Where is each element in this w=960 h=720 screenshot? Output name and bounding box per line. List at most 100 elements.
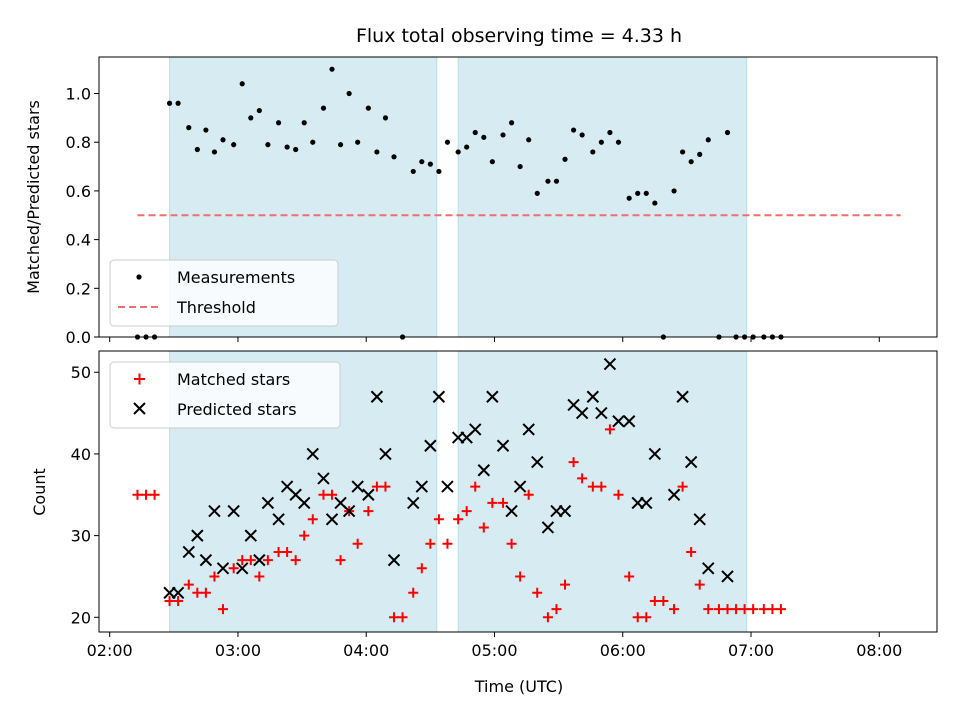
x-axis-label: Time (UTC) <box>474 677 563 696</box>
predicted-star-point <box>595 406 608 420</box>
measurement-point <box>220 137 226 143</box>
matched-star-point <box>254 571 265 582</box>
x-tick-label: 07:00 <box>728 641 774 660</box>
predicted-star-point <box>531 455 544 469</box>
predicted-star-point <box>171 586 185 599</box>
measurement-point <box>688 159 694 165</box>
measurement-point <box>626 195 632 201</box>
predicted-star-point <box>191 529 204 542</box>
matched-star-point <box>478 522 489 533</box>
predicted-star-point <box>236 562 249 575</box>
measurement-point <box>374 149 380 155</box>
predicted-star-point <box>216 562 230 575</box>
predicted-star-point <box>676 390 689 403</box>
matched-star-point <box>273 546 284 557</box>
x-tick-label: 02:00 <box>87 641 133 660</box>
measurement-point <box>579 132 585 138</box>
chart-title: Flux total observing time = 4.33 h <box>356 25 682 47</box>
predicted-star-point <box>342 504 356 518</box>
predicted-star-point <box>693 513 706 526</box>
measurement-point <box>562 156 568 162</box>
measurement-point <box>545 178 551 184</box>
top-plot-frame <box>98 56 938 338</box>
measurement-point <box>337 142 344 148</box>
measurement-point <box>301 120 307 126</box>
matched-star-point <box>587 481 598 492</box>
matched-star-point <box>307 514 318 525</box>
measurement-point <box>489 159 495 165</box>
measurement-point <box>329 66 335 72</box>
predicted-star-point <box>379 447 392 461</box>
matched-star-point <box>542 612 553 623</box>
measurement-point <box>410 168 416 175</box>
matched-star-point <box>327 489 338 500</box>
top-legend: Measurements Threshold <box>109 259 339 327</box>
predicted-star-point <box>558 504 572 518</box>
matched-star-point <box>532 587 543 598</box>
predicted-star-point <box>325 513 339 526</box>
matched-star-point <box>245 555 256 566</box>
measurement-point <box>534 190 540 196</box>
matched-star-point <box>658 595 669 606</box>
matched-star-point <box>299 530 310 541</box>
matched-star-point <box>713 604 724 615</box>
y-tick-label: 0.4 <box>66 231 91 250</box>
predicted-star-point <box>721 570 734 583</box>
measurement-point <box>500 132 506 138</box>
matched-star-point <box>758 604 769 615</box>
y-tick-label: 0.0 <box>66 328 91 347</box>
matched-star-point <box>416 563 427 574</box>
bottom-plot-frame <box>98 350 938 633</box>
matched-star-point <box>775 604 786 615</box>
bottom-y-axis-label: Count <box>30 468 49 516</box>
matched-star-point <box>515 571 526 582</box>
measurement-point <box>598 139 604 145</box>
predicted-star-point <box>586 390 600 403</box>
bottom-legend-box <box>109 361 341 429</box>
measurement-point <box>293 146 299 153</box>
measurement-point <box>652 200 658 206</box>
shaded-interval-1 <box>457 350 748 633</box>
matched-star-point <box>731 604 742 615</box>
x-tick-label: 03:00 <box>215 641 261 660</box>
matched-star-point <box>722 604 733 615</box>
bottom-x-ticks: 02:00 03:00 04:00 05:00 06:00 07:00 08:00 <box>87 632 902 660</box>
matched-star-point <box>461 506 472 517</box>
x-tick-label: 08:00 <box>856 641 902 660</box>
matched-star-point <box>164 595 175 606</box>
measurement-point <box>346 90 352 97</box>
predicted-star-point <box>486 390 499 403</box>
predicted-star-point <box>522 423 535 436</box>
matched-star-point <box>132 489 143 500</box>
measurement-point <box>464 144 470 150</box>
matched-star-point <box>149 489 160 500</box>
matched-star-point <box>282 546 293 557</box>
predicted-star-point <box>298 496 311 510</box>
predicted-star-point <box>702 562 715 575</box>
predicted-star-point <box>505 504 518 518</box>
predicted-star-point <box>603 357 617 371</box>
y-tick-label: 30 <box>71 527 91 546</box>
measurement-point <box>615 139 622 145</box>
measurement-point <box>256 107 262 114</box>
measurement-point <box>284 144 290 150</box>
y-tick-label: 50 <box>71 363 91 382</box>
predicted-star-point <box>640 496 653 510</box>
matched-star-point <box>290 555 301 566</box>
matched-star-point <box>237 555 248 566</box>
matched-star-point <box>703 604 714 615</box>
measurement-point <box>175 100 181 106</box>
predicted-star-point <box>387 553 401 567</box>
matched-star-point <box>433 514 444 525</box>
matched-star-point <box>577 473 588 484</box>
measurement-point <box>320 105 327 111</box>
matched-star-point <box>425 538 436 549</box>
top-x-ticks <box>109 337 880 342</box>
matched-star-point <box>262 555 273 566</box>
predicted-star-point <box>667 488 681 501</box>
measurement-point <box>590 149 596 155</box>
predicted-star-point <box>432 390 446 403</box>
matched-star-point <box>551 604 562 615</box>
predicted-star-point <box>306 447 319 461</box>
